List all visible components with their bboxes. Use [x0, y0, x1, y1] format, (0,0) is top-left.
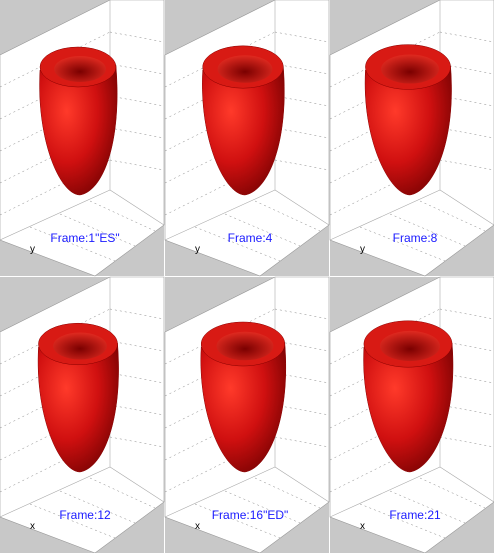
ventricle-cavity [380, 331, 440, 361]
axis-label: y [360, 244, 365, 255]
ventricle-cavity [218, 55, 273, 83]
frame-label: Frame:12 [59, 508, 111, 522]
frame-label: Frame:1"ES" [50, 231, 119, 245]
panel: x Frame:12 [0, 277, 164, 553]
axis-label: y [195, 244, 200, 255]
ventricle-cavity [381, 54, 439, 83]
panel: y Frame:1"ES" [0, 0, 164, 276]
frame-label: Frame:8 [393, 231, 438, 245]
panel: y Frame:8 [330, 0, 494, 276]
panel: y Frame:4 [165, 0, 329, 276]
axis-label: x [30, 521, 35, 532]
panel: x Frame:16"ED" [165, 277, 329, 553]
axis-label: x [195, 521, 200, 532]
frame-label: Frame:4 [228, 231, 273, 245]
axis-label: x [360, 521, 365, 532]
ventricle-cavity [217, 332, 274, 361]
axis-label: y [30, 244, 35, 255]
ventricle-cavity [53, 332, 107, 359]
figure: y Frame:1"ES" y Frame:4 y Frame:8 x Frame:12 x Fr… [0, 0, 494, 553]
ventricle-cavity [54, 56, 106, 82]
frame-label: Frame:16"ED" [212, 508, 289, 522]
frame-label: Frame:21 [389, 508, 441, 522]
panel: x Frame:21 [330, 277, 494, 553]
